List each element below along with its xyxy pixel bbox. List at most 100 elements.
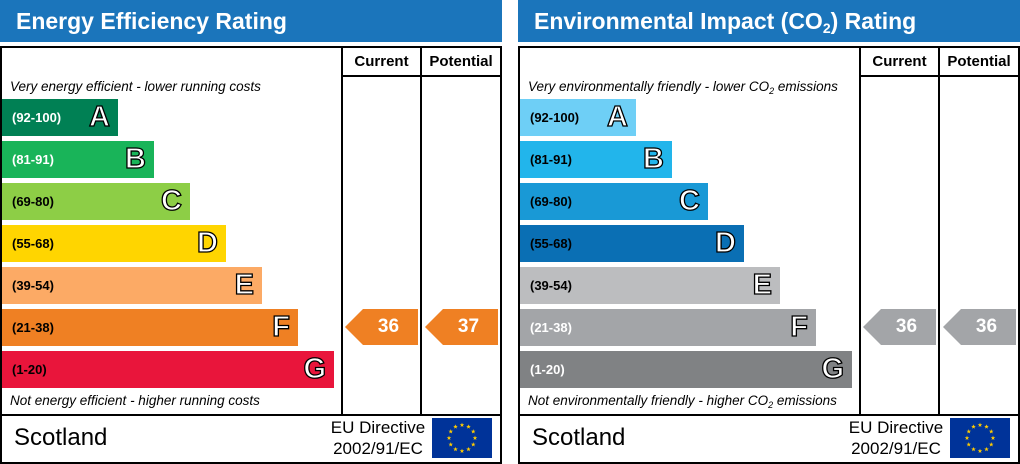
band-letter: B <box>642 142 664 175</box>
band-letter: E <box>234 268 255 301</box>
eu-flag-icon <box>950 418 1010 458</box>
eu-star <box>971 424 976 429</box>
energy-chart-frame <box>0 46 502 464</box>
directive-line-1: EU Directive <box>330 418 426 437</box>
eu-star <box>966 442 972 447</box>
potential-column-header: Potential <box>429 53 493 70</box>
current-arrow-shape <box>863 309 936 345</box>
band-range-label: (1-20) <box>12 362 47 377</box>
band-range-label: (69-80) <box>530 194 572 209</box>
rating-band-b: (81-91) B <box>2 141 154 178</box>
eu-star <box>977 448 983 453</box>
band-range-label: (21-38) <box>12 320 54 335</box>
potential-rating-arrow: 37 <box>425 309 498 345</box>
title-subscript: 2 <box>822 20 831 36</box>
band-range-label: (39-54) <box>12 278 54 293</box>
current-arrow-shape <box>345 309 418 345</box>
eu-star <box>470 429 476 434</box>
band-letter: G <box>303 352 327 385</box>
eu-star <box>964 435 970 440</box>
band-range-label: (21-38) <box>530 320 572 335</box>
environmental-impact-title: Environmental Impact (CO2) Rating <box>518 0 1020 42</box>
top-note-part-3: emissions <box>774 79 838 94</box>
band-letter: C <box>678 184 700 217</box>
eu-star <box>988 442 994 447</box>
bottom-note-part-3: emissions <box>773 393 837 408</box>
rating-band-c: (69-80) C <box>2 183 190 220</box>
bottom-note-part-1: Not environmentally friendly - higher CO <box>528 393 769 408</box>
band-letter: D <box>714 226 736 259</box>
eu-star <box>466 446 471 452</box>
environmental-chart-frame <box>518 46 1020 464</box>
rating-band-e: (39-54) E <box>520 267 780 304</box>
band-range-label: (92-100) <box>530 110 580 125</box>
current-rating-value: 36 <box>377 316 400 337</box>
rating-band-f: (21-38) F <box>520 309 816 346</box>
potential-arrow-shape <box>425 309 498 345</box>
rating-band-a: (92-100) A <box>520 99 636 136</box>
eu-star <box>984 446 989 452</box>
band-range-label: (81-91) <box>530 152 572 167</box>
eu-directive-text: EU Directive 2002/91/EC <box>846 417 946 459</box>
eu-star <box>466 424 471 429</box>
country-label: Scotland <box>532 424 626 451</box>
band-range-label: (69-80) <box>12 194 54 209</box>
eu-star <box>459 448 465 453</box>
top-note-part-1: Very environmentally friendly - lower CO <box>528 79 770 94</box>
eu-star <box>459 422 465 427</box>
eu-flag-icon <box>432 418 492 458</box>
eu-star <box>984 424 989 429</box>
potential-column-divider <box>420 46 422 416</box>
eu-star <box>990 435 996 440</box>
eu-star <box>453 446 458 452</box>
current-column-divider <box>341 46 343 416</box>
potential-arrow-shape <box>943 309 1016 345</box>
eu-star <box>977 422 983 427</box>
rating-band-d: (55-68) D <box>520 225 744 262</box>
band-range-label: (39-54) <box>530 278 572 293</box>
band-letter: A <box>88 100 110 133</box>
top-note: Very environmentally friendly - lower CO… <box>528 79 838 96</box>
rating-band-a: (92-100) A <box>2 99 118 136</box>
directive-line-2: 2002/91/EC <box>851 439 941 458</box>
country-label: Scotland <box>14 424 108 451</box>
band-letter: F <box>790 310 809 343</box>
energy-efficiency-panel: Energy Efficiency Rating Current Potenti… <box>0 0 502 464</box>
band-letter: C <box>160 184 182 217</box>
footer-divider <box>0 414 502 416</box>
bottom-note: Not environmentally friendly - higher CO… <box>528 393 837 410</box>
top-note: Very energy efficient - lower running co… <box>10 79 261 94</box>
current-rating-arrow: 36 <box>863 309 936 345</box>
current-rating-value: 36 <box>895 316 918 337</box>
eu-star <box>966 429 972 434</box>
band-letter: F <box>272 310 291 343</box>
eu-star <box>448 442 454 447</box>
potential-rating-arrow: 36 <box>943 309 1016 345</box>
rating-band-g: (1-20) G <box>2 351 334 388</box>
rating-band-c: (69-80) C <box>520 183 708 220</box>
potential-rating-value: 37 <box>457 316 480 337</box>
potential-column-divider <box>938 46 940 416</box>
eu-directive-text: EU Directive 2002/91/EC <box>328 417 428 459</box>
band-range-label: (55-68) <box>530 236 572 251</box>
band-range-label: (92-100) <box>12 110 62 125</box>
bottom-note: Not energy efficient - higher running co… <box>10 393 260 408</box>
directive-line-2: 2002/91/EC <box>333 439 423 458</box>
environmental-impact-panel: Environmental Impact (CO2) Rating Curren… <box>518 0 1020 464</box>
eu-star <box>971 446 976 452</box>
eu-star <box>470 442 476 447</box>
band-letter: A <box>606 100 628 133</box>
bottom-note-subscript: 2 <box>768 400 774 410</box>
current-column-header: Current <box>872 53 927 70</box>
current-rating-arrow: 36 <box>345 309 418 345</box>
title-part-3: ) Rating <box>830 8 917 34</box>
eu-star <box>472 435 478 440</box>
band-letter: G <box>821 352 845 385</box>
eu-star <box>453 424 458 429</box>
directive-line-1: EU Directive <box>848 418 944 437</box>
rating-band-d: (55-68) D <box>2 225 226 262</box>
rating-band-g: (1-20) G <box>520 351 852 388</box>
potential-rating-value: 36 <box>975 316 998 337</box>
eu-star <box>988 429 994 434</box>
title-part-1: Environmental Impact (CO <box>534 8 823 34</box>
